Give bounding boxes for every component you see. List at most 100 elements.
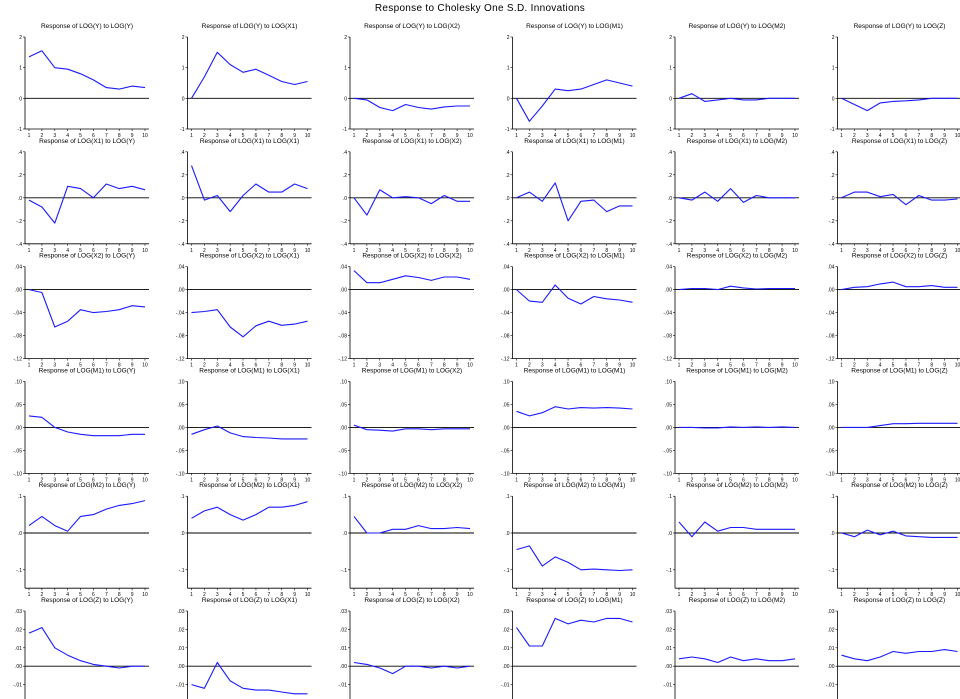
x-tick-label: 1 <box>190 477 193 483</box>
x-tick-label: 3 <box>541 248 544 254</box>
y-tick-label: -.2 <box>341 219 347 225</box>
y-tick-label: -1 <box>18 127 23 133</box>
y-tick-label: 0 <box>832 96 835 102</box>
y-tick-label: -.05 <box>826 448 835 454</box>
x-tick-label: 7 <box>105 477 108 483</box>
irf-panel: Response of LOG(M2) to LOG(Z) .1 .0 -.1 1 2 3 4… <box>829 482 960 598</box>
x-tick-label: 5 <box>242 363 245 369</box>
x-tick-label: 1 <box>515 592 518 598</box>
x-tick-label: 5 <box>404 248 407 254</box>
x-tick-label: 7 <box>755 477 758 483</box>
x-tick-label: 10 <box>630 592 636 598</box>
x-tick-label: 3 <box>216 133 219 139</box>
x-tick-label: 1 <box>840 363 843 369</box>
x-tick-label: 2 <box>690 248 693 254</box>
y-tick-label: -.12 <box>501 357 510 363</box>
y-tick-label: .0 <box>668 196 672 202</box>
irf-panel: Response of LOG(Y) to LOG(X1)210-11 2 3 4 5 6… <box>180 23 312 139</box>
y-tick-label: 1 <box>344 66 347 72</box>
x-tick-label: 8 <box>443 592 446 598</box>
x-tick-label: 6 <box>417 363 420 369</box>
x-tick-label: 10 <box>467 133 473 139</box>
x-tick-label: 7 <box>592 477 595 483</box>
x-tick-label: 9 <box>781 133 784 139</box>
y-tick-label: -.1 <box>666 568 672 574</box>
y-tick-label: .02 <box>665 627 672 633</box>
x-tick-label: 4 <box>229 363 232 369</box>
y-tick-label: -.1 <box>829 568 835 574</box>
x-tick-label: 10 <box>305 363 311 369</box>
irf-panel: Response of LOG(M1) to LOG(M2) .10 .05 .00 -… <box>663 367 799 483</box>
irf-panel: Response of LOG(X2) to LOG(Z) .04 .00 -.04 -… <box>826 253 960 369</box>
x-tick-label: 3 <box>53 477 56 483</box>
irf-panel: Response of LOG(X2) to LOG(Y) .04 .00 -.04 -… <box>13 253 149 369</box>
panel-title: Response of LOG(M2) to LOG(Y) <box>39 482 136 489</box>
y-tick-label: -.4 <box>666 242 672 248</box>
x-tick-label: 4 <box>391 477 394 483</box>
x-tick-label: 9 <box>131 133 134 139</box>
x-tick-label: 6 <box>905 592 908 598</box>
y-tick-label: -.10 <box>663 471 672 477</box>
response-line <box>841 422 958 428</box>
x-tick-label: 2 <box>365 248 368 254</box>
y-tick-label: .01 <box>340 646 347 652</box>
y-tick-label: -.04 <box>501 311 510 317</box>
response-line <box>353 661 471 675</box>
response-line <box>28 289 146 328</box>
x-tick-label: 2 <box>40 133 43 139</box>
x-tick-label: 3 <box>866 248 869 254</box>
x-tick-label: 5 <box>567 363 570 369</box>
y-tick-label: -.4 <box>341 242 347 248</box>
x-tick-label: 4 <box>879 133 882 139</box>
x-tick-label: 6 <box>580 248 583 254</box>
y-tick-label: -1 <box>180 127 185 133</box>
y-tick-label: -.12 <box>13 357 22 363</box>
y-tick-label: .4 <box>343 150 347 156</box>
panel-title: Response of LOG(Z) to LOG(M1) <box>526 597 622 604</box>
x-tick-label: 6 <box>742 363 745 369</box>
x-tick-label: 8 <box>768 592 771 598</box>
y-tick-label: .1 <box>343 494 347 500</box>
y-tick-label: .05 <box>828 402 835 408</box>
x-tick-label: 9 <box>131 248 134 254</box>
panel-title: Response of LOG(M1) to LOG(X2) <box>362 367 462 374</box>
irf-panel: Response of LOG(X2) to LOG(M2) .04 .00 -.04… <box>663 253 799 369</box>
x-tick-label: 2 <box>365 363 368 369</box>
x-tick-label: 9 <box>131 592 134 598</box>
x-tick-label: 1 <box>28 363 31 369</box>
y-tick-label: .10 <box>665 379 672 385</box>
y-tick-label: -.08 <box>13 334 22 340</box>
x-tick-label: 10 <box>467 477 473 483</box>
x-tick-label: 2 <box>203 477 206 483</box>
x-tick-label: 3 <box>53 133 56 139</box>
x-tick-label: 3 <box>541 592 544 598</box>
y-tick-label: .2 <box>180 173 184 179</box>
x-tick-label: 3 <box>378 592 381 598</box>
x-tick-label: 6 <box>905 363 908 369</box>
x-tick-label: 3 <box>216 592 219 598</box>
y-tick-label: .0 <box>18 196 22 202</box>
response-line <box>516 617 633 647</box>
x-tick-label: 8 <box>930 133 933 139</box>
x-tick-label: 5 <box>729 363 732 369</box>
x-tick-label: 6 <box>255 248 258 254</box>
y-tick-label: -1 <box>343 127 348 133</box>
x-tick-label: 7 <box>917 477 920 483</box>
x-tick-label: 9 <box>456 133 459 139</box>
y-tick-label: .1 <box>668 494 672 500</box>
y-tick-label: .00 <box>503 664 510 670</box>
panel-title: Response of LOG(Z) to LOG(X1) <box>202 597 297 604</box>
x-tick-label: 8 <box>768 133 771 139</box>
x-tick-label: 5 <box>79 592 82 598</box>
x-tick-label: 9 <box>943 248 946 254</box>
panel-title: Response of LOG(M2) to LOG(M2) <box>686 482 788 489</box>
irf-panel: Response of LOG(M1) to LOG(X1) .10 .05 .00 -… <box>176 367 312 483</box>
x-tick-label: 8 <box>280 248 283 254</box>
y-tick-label: .02 <box>503 627 510 633</box>
x-tick-label: 10 <box>955 248 960 254</box>
x-tick-label: 4 <box>879 248 882 254</box>
x-tick-label: 4 <box>66 133 69 139</box>
y-tick-label: -1 <box>505 127 510 133</box>
x-tick-label: 9 <box>618 248 621 254</box>
y-tick-label: 2 <box>507 35 510 41</box>
